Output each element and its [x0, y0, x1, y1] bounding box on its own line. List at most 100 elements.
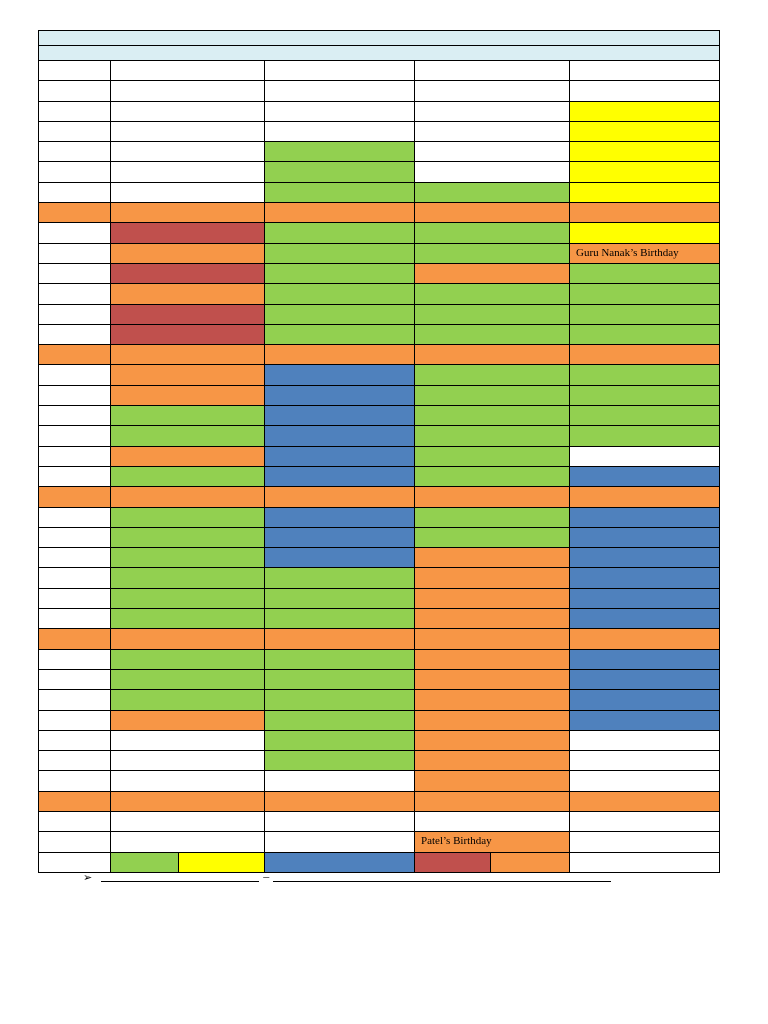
grid-cell: [568, 547, 721, 569]
grid-cell: [110, 608, 265, 630]
grid-cell: [110, 384, 265, 407]
grid-cell: [110, 120, 265, 143]
grid-cell: [568, 831, 721, 853]
grid-cell: [110, 323, 265, 346]
grid-cell: [110, 445, 265, 467]
grid-cell: [414, 709, 570, 731]
grid-cell: [414, 648, 570, 670]
grid-cell: [38, 303, 111, 325]
grid-cell: [264, 262, 415, 285]
grid-cell: [110, 141, 265, 163]
grid-cell: [110, 587, 265, 610]
grid-cell: [264, 729, 415, 752]
grid-cell: [264, 628, 415, 650]
grid-cell: [264, 445, 415, 467]
title-band-row-1: [37, 30, 721, 46]
grid-cell: [110, 506, 265, 528]
grid-cell: [110, 465, 265, 488]
grid-cell: [110, 750, 265, 772]
grid-cell: [110, 344, 265, 366]
grid-cell: [568, 100, 721, 122]
grid-cell: [38, 486, 111, 508]
grid-cell: [38, 161, 111, 183]
arrow-bullet-icon: ➢: [83, 871, 93, 884]
grid-cell: [110, 648, 265, 670]
grid-cell: [414, 344, 570, 366]
grid-cell: [38, 465, 111, 488]
grid-cell: [110, 709, 265, 731]
grid-cell: [110, 59, 265, 82]
grid-cell: [264, 59, 415, 82]
event-cell: Guru Nanak’s Birthday: [568, 242, 721, 264]
grid-cell: [568, 567, 721, 589]
grid-cell: [38, 100, 111, 122]
grid-cell: [110, 790, 265, 812]
grid-cell: [568, 689, 721, 711]
grid-cell: [264, 283, 415, 305]
grid-cell: [38, 141, 111, 163]
legend-swatch: [415, 853, 490, 872]
grid-cell: [110, 729, 265, 752]
grid-cell: [110, 100, 265, 122]
grid-cell: [414, 526, 570, 549]
grid-cell: [264, 364, 415, 386]
grid-cell: [38, 750, 111, 772]
grid-cell: [264, 222, 415, 244]
grid-cell: [38, 587, 111, 610]
grid-cell: [264, 384, 415, 407]
grid-cell: [38, 648, 111, 670]
grid-cell: [414, 628, 570, 650]
grid-cell: [38, 628, 111, 650]
legend-cell: [414, 851, 570, 873]
grid-cell: [110, 526, 265, 549]
grid-cell: [414, 425, 570, 447]
grid-cell: [264, 831, 415, 853]
grid-cell: [264, 668, 415, 691]
grid-cell: [414, 810, 570, 833]
title-band-row-2: [37, 45, 721, 61]
grid-cell: [414, 384, 570, 407]
grid-cell: [264, 141, 415, 163]
grid-cell: [568, 262, 721, 285]
grid-cell: [568, 445, 721, 467]
grid-cell: [414, 303, 570, 325]
grid-cell: [38, 810, 111, 833]
grid-cell: [264, 202, 415, 224]
grid-cell: [264, 181, 415, 204]
grid-cell: [264, 425, 415, 447]
grid-cell: [38, 790, 111, 812]
grid-cell: [568, 323, 721, 346]
grid-cell: [264, 648, 415, 670]
grid-cell: [264, 161, 415, 183]
grid-cell: [38, 344, 111, 366]
grid-cell: [414, 283, 570, 305]
grid-cell: [414, 100, 570, 122]
grid-cell: [414, 486, 570, 508]
grid-cell: [568, 729, 721, 752]
grid-cell: [38, 608, 111, 630]
grid-cell: [414, 323, 570, 346]
event-label: Patel’s Birthday: [421, 835, 492, 848]
grid-cell: [414, 262, 570, 285]
grid-cell: [568, 709, 721, 731]
grid-cell: [568, 425, 721, 447]
grid-cell: [568, 648, 721, 670]
grid-cell: [110, 831, 265, 853]
grid-cell: [264, 526, 415, 549]
grid-cell: [414, 181, 570, 204]
grid-cell: [414, 80, 570, 102]
grid-cell: [264, 547, 415, 569]
grid-cell: [568, 750, 721, 772]
grid-cell: [264, 790, 415, 812]
grid-cell: [568, 628, 721, 650]
event-label: Guru Nanak’s Birthday: [576, 246, 679, 259]
grid-cell: [110, 222, 265, 244]
grid-cell: [110, 405, 265, 427]
grid-cell: [110, 181, 265, 204]
grid-cell: [38, 202, 111, 224]
grid-cell: [38, 262, 111, 285]
grid-cell: [568, 222, 721, 244]
grid-cell: [110, 689, 265, 711]
grid-cell: [38, 547, 111, 569]
